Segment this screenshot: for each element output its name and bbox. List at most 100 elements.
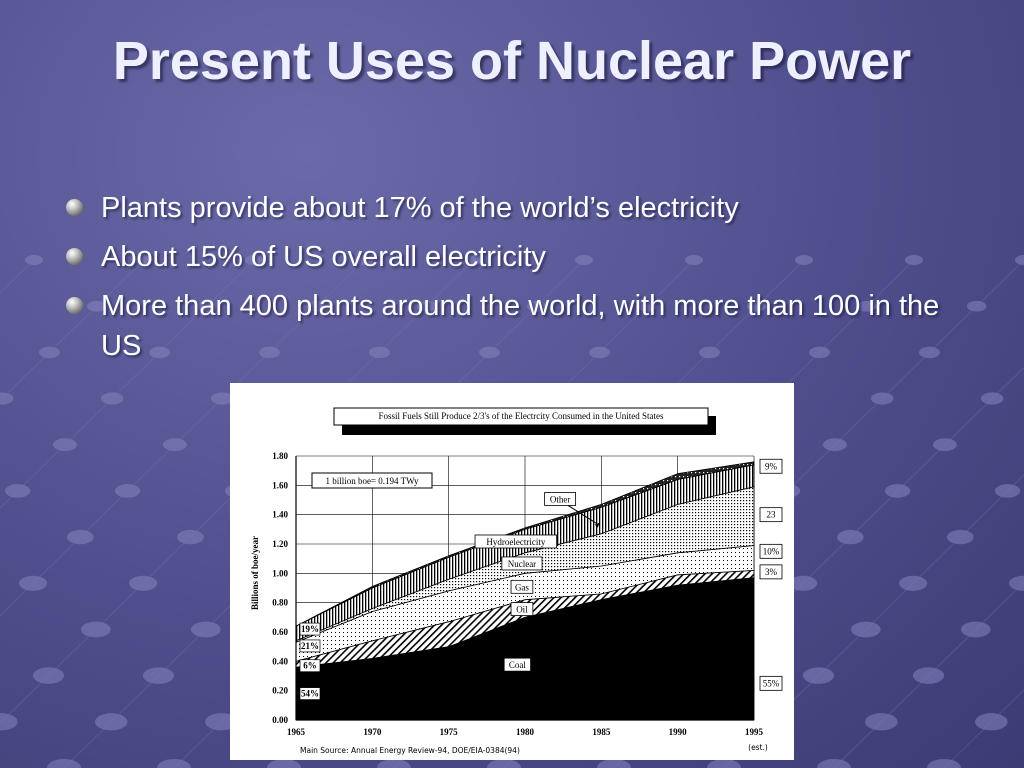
background-dot (369, 346, 390, 359)
y-tick-label: 0.20 (272, 686, 288, 696)
background-dot (487, 759, 521, 768)
background-dot (135, 255, 153, 265)
background-dot (795, 255, 813, 265)
annotation-box (311, 472, 433, 489)
left-percent-box (299, 687, 321, 700)
background-dot (162, 438, 187, 452)
y-tick-label: 0.80 (272, 598, 288, 608)
right-percent-label: 3% (765, 567, 778, 577)
left-percent-label: 19% (301, 624, 319, 634)
y-tick-label: 1.20 (272, 539, 288, 549)
bullet-text: More than 400 plants around the world, w… (101, 290, 940, 362)
bullet-text: About 15% of US overall electricity (101, 241, 546, 273)
background-dot (211, 392, 234, 405)
y-tick-label: 0.60 (272, 627, 288, 637)
background-dot (25, 255, 43, 265)
background-dot (809, 346, 830, 359)
background-dot (526, 300, 547, 312)
background-dot (685, 255, 703, 265)
series-label-other: Other (550, 494, 571, 504)
background-diagonal-line (723, 474, 1024, 768)
x-tick-label: 1965 (287, 727, 306, 737)
background-dot (306, 300, 327, 312)
background-dot (157, 759, 191, 768)
left-percent-box (299, 639, 321, 653)
chart-image: Fossil Fuels Still Produce 2/3's of the … (230, 383, 794, 760)
background-dot (149, 346, 170, 359)
x-axis-note: (est.) (748, 743, 768, 752)
sphere-bullet-icon (66, 297, 83, 314)
bullet-list: Plants provide about 17% of the world’s … (66, 188, 966, 375)
background-dot (1009, 575, 1024, 591)
background-dot (0, 392, 14, 405)
sphere-bullet-icon (66, 199, 83, 216)
background-dot (884, 484, 911, 498)
series-label-box (474, 534, 558, 549)
background-dot (636, 300, 657, 312)
background-dot (416, 300, 437, 312)
background-dot (19, 575, 48, 591)
right-percent-box (759, 507, 783, 523)
stacked-area-chart: Fossil Fuels Still Produce 2/3's of the … (250, 407, 783, 755)
background-dot (52, 438, 77, 452)
right-percent-box (759, 675, 783, 691)
chart-title-box (333, 407, 709, 426)
background-dot (994, 484, 1021, 498)
background-dot (377, 759, 411, 768)
background-dot (817, 759, 851, 768)
left-percent-label: 54% (301, 689, 319, 699)
series-label-gas: Gas (515, 582, 529, 592)
slide-title: Present Uses of Nuclear Power (112, 31, 912, 91)
right-percent-label: 10% (763, 546, 780, 556)
background-dot (67, 529, 94, 545)
background-diagonal-line (0, 259, 475, 724)
background-dot (355, 255, 373, 265)
area-series (295, 461, 755, 721)
background-dot (101, 392, 124, 405)
background-dot (32, 667, 65, 684)
background-dot (802, 667, 835, 684)
annotation-text: 1 billion boe= 0.194 TWy (325, 476, 419, 486)
background-dot (597, 759, 631, 768)
background-diagonal-line (0, 259, 255, 509)
x-tick-labels: 1965 1970 1975 1980 1985 1990 1995 (287, 727, 764, 737)
background-dot (205, 713, 238, 731)
background-dot (129, 575, 158, 591)
background-dot (856, 300, 877, 312)
series-labels: Coal Oil Gas Nuclear Hydroelectricity Other (474, 492, 600, 672)
right-percent-label: 23 (767, 510, 777, 520)
background-dot (850, 621, 881, 638)
background-dot (4, 484, 31, 498)
right-percent-label: 55% (763, 678, 780, 688)
background-dot (245, 255, 263, 265)
background-diagonal-line (0, 259, 145, 402)
right-percent-box (759, 543, 783, 559)
chart-title: Fossil Fuels Still Produce 2/3's of the … (378, 411, 664, 421)
background-dot (267, 759, 301, 768)
background-dot (927, 759, 961, 768)
bullet-item: Plants provide about 17% of the world’s … (66, 188, 966, 228)
background-dot (871, 392, 894, 405)
background-dot (837, 529, 864, 545)
sphere-bullet-icon (66, 248, 83, 265)
background-dot (190, 621, 221, 638)
x-tick-label: 1975 (440, 727, 459, 737)
left-percent-box (299, 659, 321, 673)
background-diagonal-line (833, 581, 1024, 768)
left-percent-label: 6% (303, 661, 317, 671)
series-label-box (501, 556, 543, 571)
background-dot (975, 713, 1008, 731)
left-percent-label: 21% (301, 641, 319, 651)
background-dot (947, 529, 974, 545)
background-dot (899, 575, 928, 591)
series-label-box (510, 602, 534, 616)
background-dot (259, 346, 280, 359)
series-label-nuclear: Nuclear (508, 559, 536, 569)
background-dot (981, 392, 1004, 405)
right-percent-labels: 9% 23 10% 3% 55% (759, 458, 783, 691)
background-dot (575, 255, 593, 265)
y-axis-label: Billions of boe/year (250, 536, 260, 610)
background-dot (919, 346, 940, 359)
background-dot (80, 621, 111, 638)
x-tick-label: 1980 (516, 727, 535, 737)
